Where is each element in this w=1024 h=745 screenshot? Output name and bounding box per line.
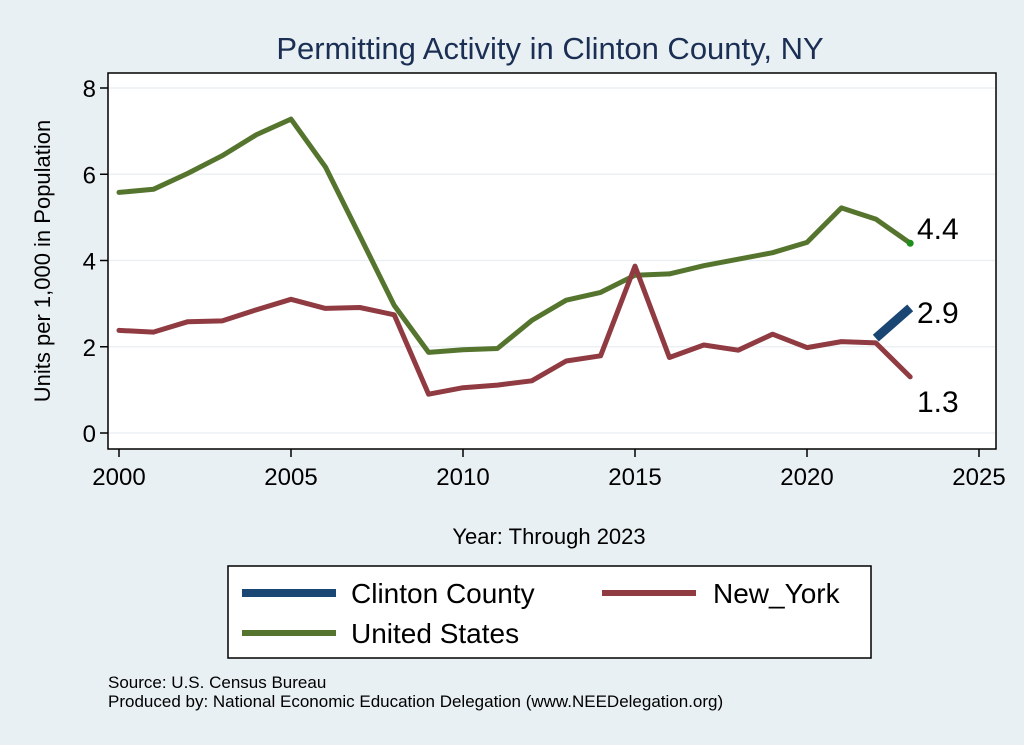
series-line-new-york: [116, 263, 913, 397]
series-end-marker: [906, 239, 914, 247]
gridlines: [109, 87, 995, 434]
legend-label-new-york: New_York: [713, 578, 841, 609]
y-tick-label: 0: [83, 421, 96, 448]
legend-label-united-states: United States: [351, 618, 519, 649]
x-axis-title: Year: Through 2023: [452, 524, 645, 549]
end-label-new-york: 1.3: [917, 386, 959, 419]
end-label-united-states: 4.4: [917, 213, 959, 246]
legend-label-clinton-county: Clinton County: [351, 578, 535, 609]
y-tick-label: 4: [83, 249, 96, 276]
x-tick-label: 2010: [436, 464, 489, 491]
series-lines: [116, 116, 914, 397]
y-tick-label: 8: [83, 76, 96, 103]
end-labels: 4.4 1.3 2.9: [917, 213, 959, 419]
chart-title: Permitting Activity in Clinton County, N…: [276, 31, 823, 66]
series-line-clinton-county: [872, 304, 914, 342]
x-tick-label: 2000: [92, 464, 145, 491]
y-tick-label: 2: [83, 335, 96, 362]
legend: Clinton County New_York United States: [227, 565, 872, 659]
source-note: Source: U.S. Census Bureau: [108, 673, 327, 692]
y-tick-label: 6: [83, 162, 96, 189]
legend-box: [227, 565, 872, 659]
producer-note: Produced by: National Economic Education…: [108, 692, 724, 711]
x-axis: 2000 2005 2010 2015 2020 2025: [92, 449, 1006, 491]
x-tick-label: 2025: [952, 464, 1005, 491]
end-label-clinton-county: 2.9: [917, 297, 959, 330]
y-axis: 0 2 4 6 8: [83, 76, 108, 448]
x-tick-label: 2005: [264, 464, 317, 491]
y-axis-title: Units per 1,000 in Population: [30, 120, 55, 403]
series-line-united-states: [116, 116, 913, 355]
x-tick-label: 2020: [780, 464, 833, 491]
x-tick-label: 2015: [608, 464, 661, 491]
